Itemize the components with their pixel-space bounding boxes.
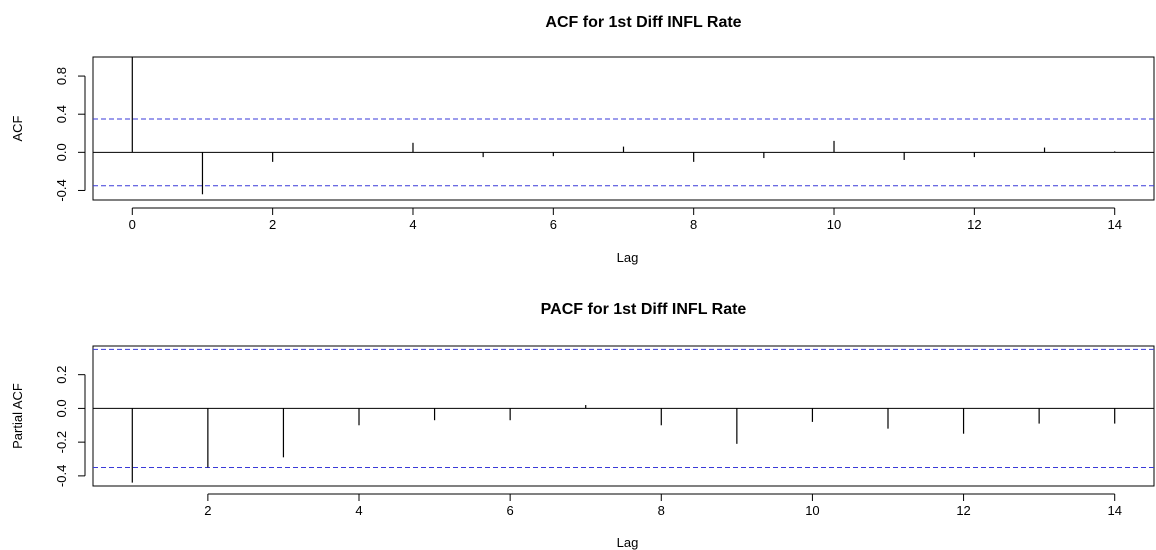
x-tick-label: 10	[827, 217, 841, 232]
x-tick-label: 4	[355, 503, 362, 518]
x-tick-label: 2	[204, 503, 211, 518]
chart-title: PACF for 1st Diff INFL Rate	[541, 301, 747, 318]
y-axis-label: ACF	[10, 115, 25, 141]
x-tick-label: 6	[550, 217, 557, 232]
plot-frame	[92, 56, 1155, 201]
y-tick-label: 0.4	[54, 105, 69, 123]
x-axis-label: Lag	[617, 250, 639, 265]
y-tick-label: 0.0	[54, 143, 69, 161]
x-tick-label: 14	[1107, 217, 1121, 232]
x-tick-label: 12	[956, 503, 970, 518]
chart-title: ACF for 1st Diff INFL Rate	[545, 14, 741, 31]
plot-frame	[92, 345, 1155, 487]
x-tick-label: 8	[690, 217, 697, 232]
x-tick-label: 10	[805, 503, 819, 518]
x-axis-label: Lag	[617, 535, 639, 550]
y-tick-label: -0.2	[54, 431, 69, 453]
y-tick-label: -0.4	[54, 465, 69, 487]
chart-panel-2: PACF for 1st Diff INFL Rate 2 4 6 8 10 12 14 Lag…	[10, 301, 1155, 550]
x-tick-label: 6	[507, 503, 514, 518]
y-tick-label: 0.0	[54, 399, 69, 417]
y-tick-label: -0.4	[54, 179, 69, 201]
x-tick-label: 0	[129, 217, 136, 232]
y-tick-label: 0.2	[54, 366, 69, 384]
x-tick-label: 2	[269, 217, 276, 232]
x-tick-label: 4	[409, 217, 416, 232]
y-axis-label: Partial ACF	[10, 383, 25, 449]
x-tick-label: 14	[1107, 503, 1121, 518]
x-tick-label: 12	[967, 217, 981, 232]
x-tick-label: 8	[658, 503, 665, 518]
chart-panel-1: ACF for 1st Diff INFL Rate 0 2 4 6 8 10 12 14 Lag…	[10, 14, 1155, 265]
y-tick-label: 0.8	[54, 67, 69, 85]
